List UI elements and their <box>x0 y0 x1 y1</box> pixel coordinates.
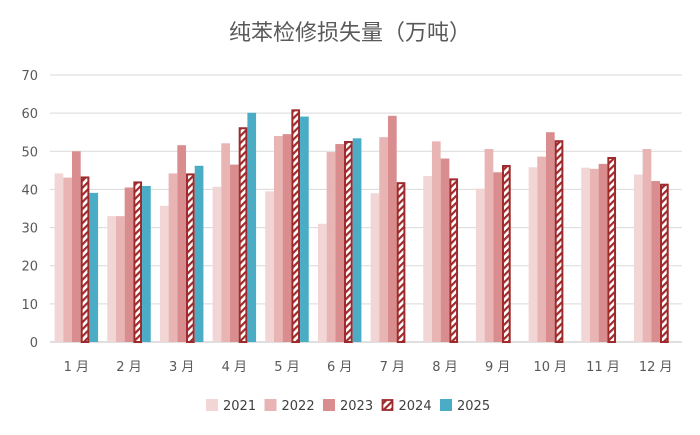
bar-2022-11 <box>589 168 599 342</box>
bar-2022-3 <box>168 173 178 342</box>
bar-2022-5 <box>273 136 283 342</box>
bar-2023-6 <box>335 144 345 342</box>
bar-2023-5 <box>282 134 292 342</box>
y-tick-label: 20 <box>21 260 38 275</box>
bar-2022-12 <box>642 148 652 342</box>
bar-2023-7 <box>387 115 397 342</box>
bar-2022-2 <box>115 216 125 342</box>
bar-2021-12 <box>633 174 643 342</box>
legend-label: 2021 <box>223 399 256 414</box>
bar-2021-11 <box>581 167 590 342</box>
legend-swatch <box>323 399 335 411</box>
bar-2023-3 <box>177 145 187 342</box>
bar-2021-2 <box>107 216 116 342</box>
bar-2024-9 <box>502 165 511 343</box>
y-tick-label: 40 <box>21 183 38 198</box>
bar-2023-2 <box>124 187 134 342</box>
bar-2024-11 <box>607 157 617 343</box>
y-tick-label: 70 <box>21 69 38 84</box>
y-tick-label: 60 <box>21 107 38 122</box>
y-tick-label: 50 <box>21 145 38 160</box>
bar-2022-8 <box>431 141 441 342</box>
bars <box>54 109 669 344</box>
bar-2022-6 <box>326 152 336 342</box>
legend-item-2025: 2025 <box>440 399 490 414</box>
bar-2025-4 <box>247 112 257 342</box>
bar-2023-8 <box>440 158 450 342</box>
bar-2025-2 <box>142 185 151 342</box>
bar-2023-10 <box>545 132 555 342</box>
legend-item-2021: 2021 <box>206 399 256 414</box>
x-tick-label: 1 月 <box>64 360 89 375</box>
legend-label: 2023 <box>340 399 373 414</box>
legend-label: 2025 <box>457 399 490 414</box>
bar-2021-6 <box>317 223 327 342</box>
bar-2023-12 <box>651 181 661 342</box>
bar-2024-2 <box>133 181 143 343</box>
x-tick-label: 7 月 <box>380 360 405 375</box>
bar-2025-6 <box>352 138 362 342</box>
bar-2021-10 <box>528 167 538 342</box>
bar-2024-1 <box>80 176 90 343</box>
legend-label: 2022 <box>282 399 315 414</box>
x-tick-label: 8 月 <box>432 360 457 375</box>
bar-2021-4 <box>212 186 222 342</box>
bar-2024-6 <box>344 140 353 343</box>
bar-2022-7 <box>379 137 388 342</box>
bar-2022-9 <box>484 148 494 342</box>
x-tick-label: 9 月 <box>485 360 510 375</box>
bar-2023-11 <box>598 163 608 342</box>
legend: 2021 2022 2023 2024 2025 <box>206 399 490 414</box>
legend-item-2022: 2022 <box>264 399 315 414</box>
bar-2021-1 <box>54 173 64 342</box>
bar-2023-9 <box>493 172 503 342</box>
bar-2024-4 <box>238 127 248 343</box>
bar-2024-7 <box>396 182 406 343</box>
x-tick-label: 6 月 <box>327 360 352 375</box>
bar-2023-1 <box>71 151 81 342</box>
bar-2021-9 <box>475 188 485 342</box>
y-tick-label: 30 <box>21 222 38 237</box>
bar-2022-4 <box>221 143 230 342</box>
x-tick-label: 3 月 <box>169 360 194 375</box>
y-axis: 0 10 20 30 40 50 60 70 <box>21 69 38 351</box>
bar-2024-8 <box>449 178 459 343</box>
bar-2022-10 <box>537 156 546 342</box>
legend-swatch <box>206 399 218 411</box>
x-tick-label: 5 月 <box>274 360 299 375</box>
gridlines <box>50 74 682 343</box>
bar-2024-10 <box>554 140 564 343</box>
legend-item-2023: 2023 <box>323 399 373 414</box>
legend-swatch <box>264 399 277 411</box>
bar-2021-3 <box>159 205 169 342</box>
bar-2023-4 <box>229 164 239 342</box>
x-axis: 1 月 2 月 3 月 4 月 5 月 6 月 7 月 8 月 9 月 10 月 11 月 12 月 <box>64 360 673 375</box>
bar-2022-1 <box>63 177 72 342</box>
x-tick-label: 4 月 <box>222 360 247 375</box>
legend-label: 2024 <box>399 399 432 414</box>
bar-2024-5 <box>291 109 301 344</box>
bar-2025-5 <box>300 116 309 342</box>
legend-swatch <box>381 399 394 411</box>
bar-2021-5 <box>265 191 274 342</box>
bar-2024-12 <box>660 183 669 343</box>
x-tick-label: 10 月 <box>533 360 567 375</box>
bar-2025-1 <box>89 192 99 342</box>
legend-item-2024: 2024 <box>381 399 432 414</box>
y-tick-label: 10 <box>21 298 38 313</box>
bar-2025-3 <box>194 165 204 342</box>
x-tick-label: 2 月 <box>116 360 141 375</box>
bar-2024-3 <box>186 173 195 343</box>
y-tick-label: 0 <box>30 336 38 351</box>
bar-2021-7 <box>370 193 380 342</box>
legend-swatch <box>440 399 452 411</box>
chart-title: 纯苯检修损失量（万吨） <box>229 21 471 46</box>
x-tick-label: 12 月 <box>639 360 673 375</box>
bar-2021-8 <box>423 176 432 342</box>
x-tick-label: 11 月 <box>586 360 620 375</box>
